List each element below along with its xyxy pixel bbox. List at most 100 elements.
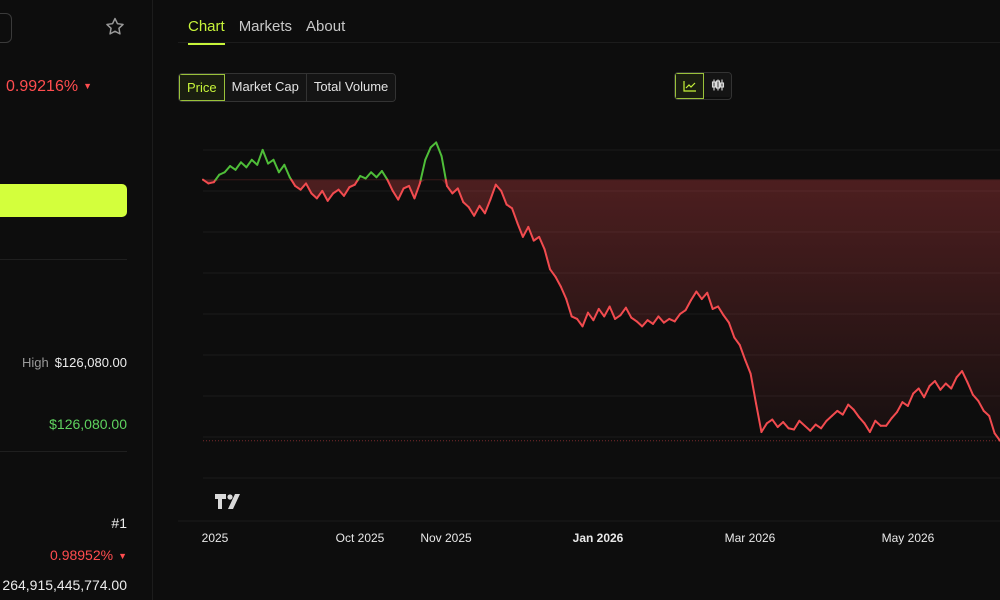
line-view-button[interactable] [675, 73, 704, 99]
price-line-segment [858, 416, 866, 425]
high-value: $126,080.00 [54, 355, 127, 370]
x-tick-label: Jan 2026 [573, 531, 624, 545]
price-line-segment [971, 393, 980, 402]
price-line-segment [798, 419, 806, 427]
price-line-segment [624, 306, 633, 319]
metric-market-cap-button[interactable]: Market Cap [224, 74, 307, 101]
price-line-segment [337, 188, 345, 197]
price-line-segment [489, 183, 497, 201]
tab-chart[interactable]: Chart [188, 18, 225, 45]
price-line-segment [277, 163, 286, 174]
price-line-segment [290, 178, 297, 187]
price-line-segment [214, 173, 221, 181]
price-line-segment [548, 268, 557, 278]
price-line-segment [223, 165, 232, 174]
price-line-segment [397, 187, 405, 201]
candlestick-view-button[interactable] [704, 73, 731, 97]
price-line-segment [272, 158, 280, 174]
price-line-segment [825, 414, 833, 422]
price-line-segment [928, 380, 936, 388]
high-stat: High $126,080.00 [22, 355, 127, 370]
price-line-segment [662, 317, 671, 324]
price-line-segment [652, 315, 660, 325]
price-line-segment [294, 184, 302, 191]
tab-markets[interactable]: Markets [238, 18, 293, 35]
divider [0, 451, 127, 452]
price-line-segment [483, 198, 492, 215]
price-line-segment [646, 319, 655, 325]
price-line-segment [342, 186, 351, 197]
price-line-segment [782, 421, 790, 430]
line-chart-icon [682, 81, 696, 92]
price-line-segment [321, 189, 329, 202]
price-line-segment [511, 207, 519, 225]
price-line-segment [792, 419, 801, 431]
x-tick-label: May 2026 [882, 531, 935, 545]
price-line-segment [332, 188, 340, 195]
price-line-segment [202, 178, 210, 185]
price-line-segment [440, 155, 447, 181]
price-line-segment [906, 392, 915, 407]
primary-action-button[interactable] [0, 184, 127, 217]
price-line-segment [765, 418, 774, 425]
divider [178, 42, 1000, 43]
price-change-percent: 0.99216% ▼ [6, 78, 92, 96]
price-change-value: 0.99216% [6, 78, 79, 95]
all-time-high-value: $126,080.00 [49, 416, 127, 432]
price-line-segment [229, 165, 237, 171]
price-line-segment [771, 418, 779, 429]
price-line-segment [977, 399, 985, 412]
price-line-segment [982, 409, 991, 417]
header-control[interactable] [0, 13, 12, 43]
price-line-segment [608, 305, 617, 320]
price-line-segment [901, 401, 909, 407]
below-baseline-fill [203, 179, 1000, 441]
price-line-segment [261, 148, 270, 165]
tradingview-logo-icon [215, 494, 240, 509]
price-line-segment [868, 419, 877, 434]
price-line-segment [961, 370, 969, 384]
high-label: High [21, 355, 49, 370]
price-line-segment [863, 422, 871, 434]
price-line-segment [245, 158, 253, 169]
price-line-segment [695, 290, 703, 301]
down-arrow-icon: ▼ [83, 81, 92, 91]
price-line-segment [283, 163, 291, 179]
price-line-segment [890, 411, 898, 420]
price-line-segment [565, 298, 573, 318]
price-line-segment [830, 409, 839, 417]
price-line-segment [408, 184, 416, 200]
price-line-segment [239, 161, 248, 169]
price-line-segment [630, 316, 638, 323]
price-line-segment [592, 307, 600, 322]
x-tick-label: Oct 2025 [336, 531, 385, 545]
market-cap-value: 264,915,445,774.00 [2, 577, 127, 593]
price-line-segment [424, 146, 432, 161]
price-line-segment [641, 319, 649, 328]
change-percent-value: 0.98952% [50, 547, 114, 563]
price-line-segment [299, 182, 308, 191]
price-line-segment [912, 387, 920, 395]
price-line-segment [326, 192, 335, 202]
price-line-segment [532, 235, 541, 242]
price-line-segment [419, 158, 427, 181]
price-line-segment [814, 423, 823, 430]
price-line-segment [923, 385, 931, 399]
price-chart[interactable]: 2025 Oct 2025 Nov 2025 Jan 2026 Mar 2026 May … [178, 100, 1000, 570]
price-line-segment [966, 381, 974, 396]
price-line-segment [234, 161, 242, 171]
metric-total-volume-button[interactable]: Total Volume [306, 74, 396, 101]
price-line-segment [933, 380, 942, 391]
star-icon[interactable] [104, 16, 126, 38]
price-line-segment [955, 370, 964, 379]
price-line-segment [950, 376, 958, 390]
tab-about[interactable]: About [306, 18, 346, 35]
price-line-segment [717, 305, 725, 317]
metric-price-button[interactable]: Price [179, 74, 225, 101]
price-line-segment [809, 423, 817, 432]
price-line-segment [700, 291, 709, 301]
price-line-segment [657, 315, 665, 324]
price-line-segment [375, 170, 383, 179]
price-line-segment [315, 189, 324, 200]
down-arrow-icon: ▼ [118, 551, 127, 561]
